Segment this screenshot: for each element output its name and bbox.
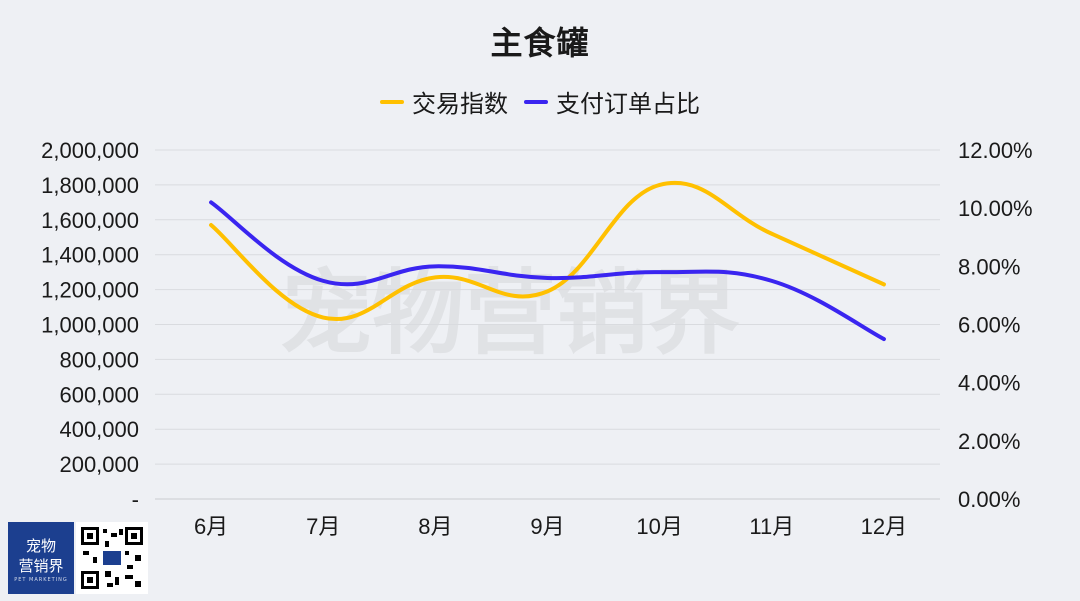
left-axis-tick-label: 1,200,000: [41, 278, 139, 303]
x-axis-tick-label: 6月: [194, 514, 228, 539]
qr-code: [76, 522, 148, 594]
right-axis-tick-label: 6.00%: [958, 313, 1020, 338]
right-axis-tick-label: 0.00%: [958, 487, 1020, 512]
right-axis-tick-label: 8.00%: [958, 254, 1020, 279]
left-axis-tick-label: 400,000: [59, 417, 139, 442]
right-axis-tick-label: 12.00%: [958, 138, 1033, 163]
right-axis-tick-label: 4.00%: [958, 371, 1020, 396]
left-axis-tick-label: 1,400,000: [41, 243, 139, 268]
x-axis-tick-label: 8月: [418, 514, 452, 539]
left-axis-tick-label: 200,000: [59, 452, 139, 477]
x-axis-tick-label: 10月: [636, 514, 682, 539]
chart-title: 主食罐: [490, 24, 590, 62]
qr-code-icon: [79, 525, 145, 591]
legend-swatch-order-share: [524, 99, 548, 104]
logo-text-line1: 宠物: [25, 537, 56, 555]
left-axis-tick-label: 800,000: [59, 347, 139, 372]
legend-item-trade-index: 交易指数: [380, 84, 508, 119]
x-axis-tick-label: 11月: [749, 514, 794, 539]
legend-swatch-trade-index: [380, 99, 404, 104]
right-axis-tick-label: 10.00%: [958, 196, 1033, 221]
x-axis-tick-label: 7月: [306, 514, 340, 539]
left-axis-tick-label: -: [132, 487, 139, 512]
legend-label-trade-index: 交易指数: [412, 90, 508, 118]
left-axis-tick-label: 600,000: [59, 382, 139, 407]
logo-tagline: PET MARKETING: [14, 577, 68, 583]
brand-logo: 宠物 营销界 PET MARKETING: [8, 522, 74, 594]
left-axis-tick-label: 2,000,000: [41, 138, 139, 163]
left-axis-tick-label: 1,600,000: [41, 208, 139, 233]
left-axis-tick-label: 1,000,000: [41, 313, 139, 338]
logo-text-line2: 营销界: [18, 557, 64, 575]
legend-label-order-share: 支付订单占比: [556, 90, 700, 118]
right-axis-tick-label: 2.00%: [958, 429, 1020, 454]
x-axis-tick-label: 12月: [861, 514, 907, 539]
left-axis-tick-label: 1,800,000: [41, 173, 139, 198]
x-axis-tick-label: 9月: [530, 514, 564, 539]
legend-item-order-share: 支付订单占比: [524, 84, 700, 119]
chart-legend: 交易指数 支付订单占比: [0, 84, 1080, 119]
